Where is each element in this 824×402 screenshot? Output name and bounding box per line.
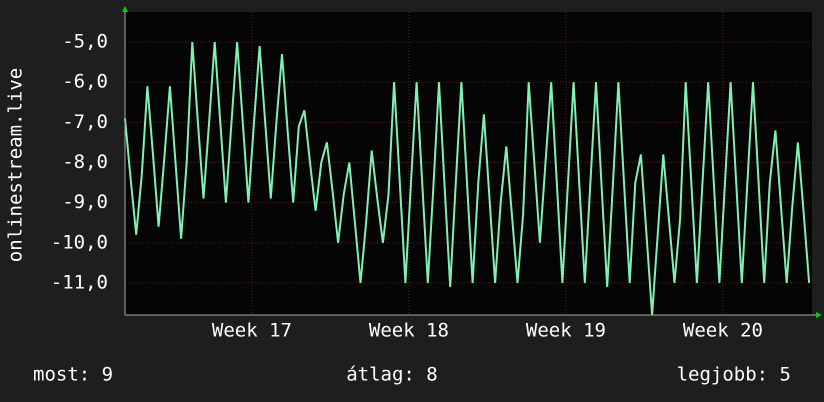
footer-stat: legjobb: 5 — [677, 364, 791, 386]
y-tick-label: -11,0 — [51, 271, 108, 293]
x-tick-label: Week 20 — [683, 320, 763, 342]
y-tick-label: -7,0 — [62, 111, 108, 133]
y-tick-label: -6,0 — [62, 71, 108, 93]
axis-arrow — [122, 6, 128, 12]
y-tick-label: -8,0 — [62, 151, 108, 173]
footer-stat: most: 9 — [33, 364, 113, 386]
x-tick-label: Week 19 — [526, 320, 606, 342]
y-tick-label: -9,0 — [62, 191, 108, 213]
footer-stat: átlag: 8 — [346, 364, 438, 386]
data-line — [124, 42, 811, 316]
y-tick-label: -5,0 — [62, 31, 108, 53]
y-axis-label: onlinestream.live — [5, 68, 27, 262]
axis-arrow — [816, 312, 822, 318]
y-tick-label: -10,0 — [51, 231, 108, 253]
x-tick-label: Week 17 — [212, 320, 292, 342]
x-tick-label: Week 18 — [369, 320, 449, 342]
